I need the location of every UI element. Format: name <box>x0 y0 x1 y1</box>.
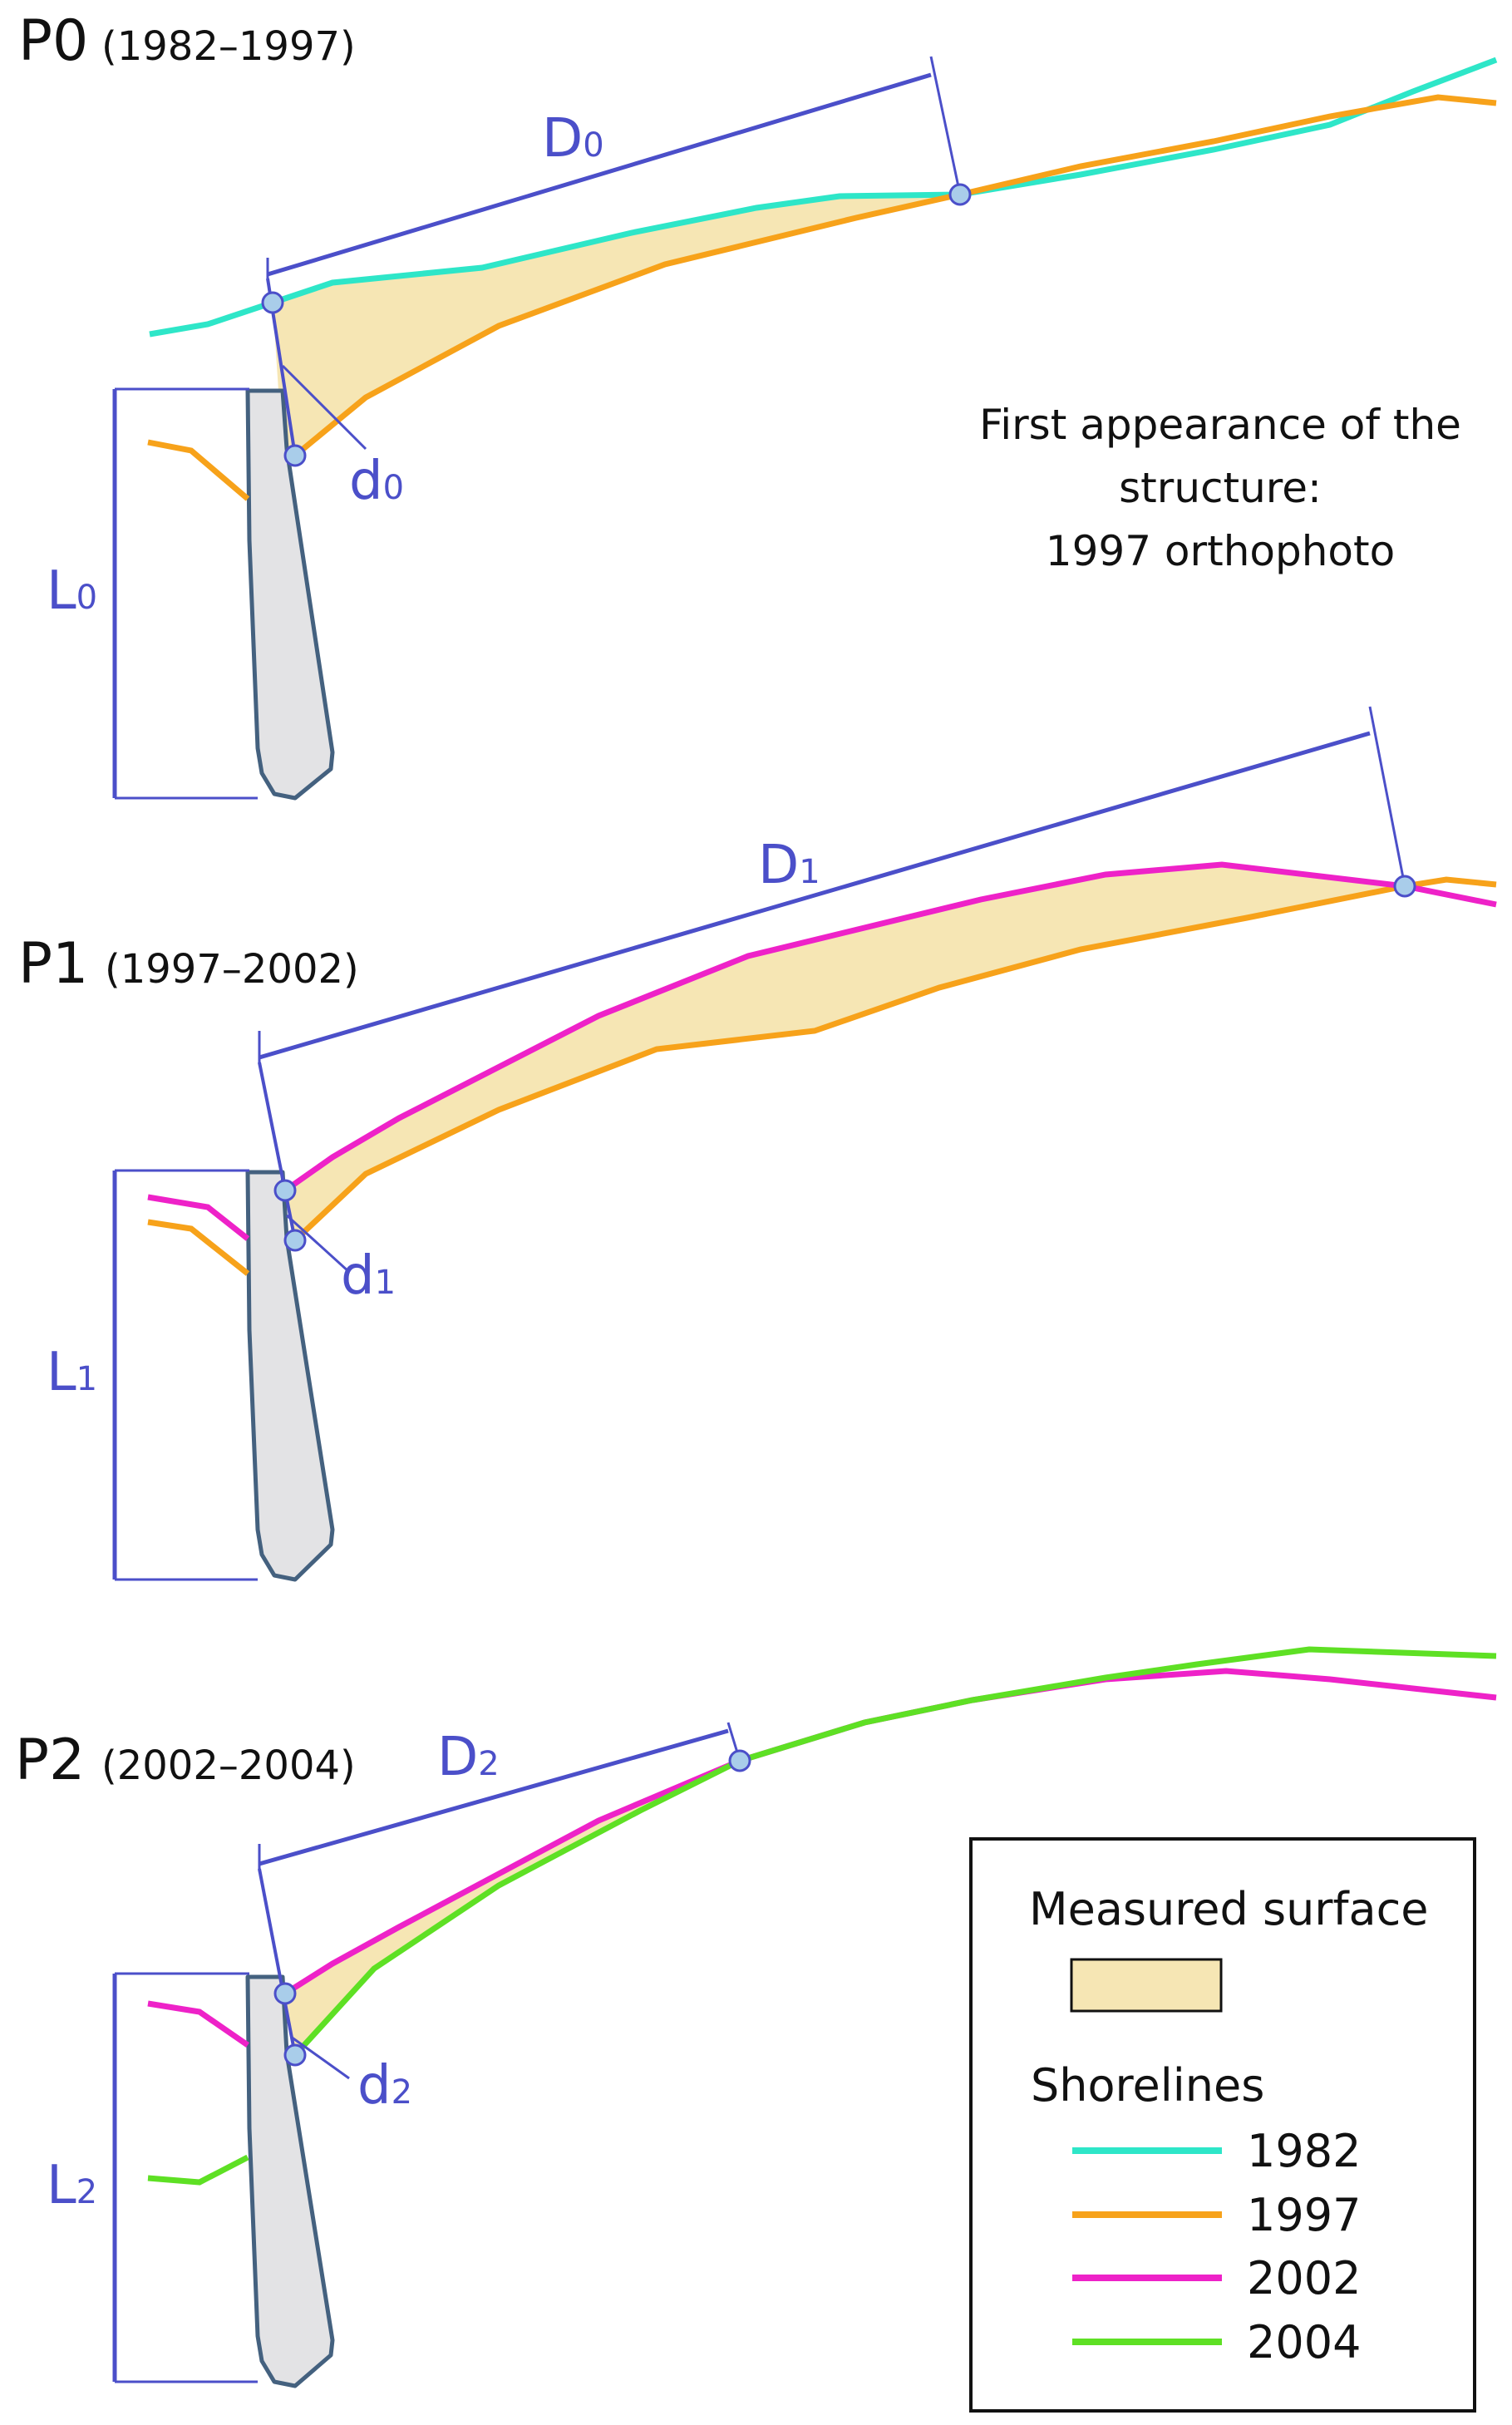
svg-text:d2: d2 <box>357 2055 412 2117</box>
p0-dd-sub: 0 <box>383 469 404 507</box>
svg-text:L2: L2 <box>47 2155 97 2216</box>
legend-frame <box>969 1837 1476 2413</box>
p2-period: (2002–2004) <box>101 1742 356 1789</box>
p2-shoreline-2004 <box>293 1646 1497 2058</box>
svg-text:D0: D0 <box>542 108 604 170</box>
p0-d-main: D <box>542 108 583 170</box>
legend-measured-label: Measured surface <box>1029 1883 1429 1935</box>
p2-measured-surface <box>285 1761 740 2055</box>
p0-measured-surface <box>273 195 960 456</box>
svg-text:First appearance of the: First appearance of the <box>979 401 1461 449</box>
svg-text:(1982–1997): (1982–1997) <box>101 23 356 70</box>
svg-text:L1: L1 <box>47 1342 97 1403</box>
p2-transect <box>258 1868 297 2056</box>
p1-l-sub: 1 <box>76 1360 97 1398</box>
p1-shoreline-2002-updrift <box>147 1194 250 1241</box>
legend-measured-swatch <box>1070 1958 1223 2013</box>
legend: Measured surface Shorelines 1982 1997 20… <box>969 1837 1476 2413</box>
p0-d-sub: 0 <box>583 126 603 165</box>
svg-text:Shorelines: Shorelines <box>1031 2059 1264 2112</box>
note-line-2: structure: <box>1119 464 1322 512</box>
svg-text:d1: d1 <box>341 1245 396 1307</box>
panel-p1: P1 (1997–2002) D1 d1 L1 <box>18 706 1497 1582</box>
svg-text:Measured surface: Measured surface <box>1029 1883 1429 1935</box>
p1-d-dimension-line <box>259 731 1371 1060</box>
p0-title: P0 <box>18 8 88 74</box>
p1-shoreline-1997-updrift <box>147 1219 250 1276</box>
p1-shoreline-1997 <box>293 876 1497 1243</box>
svg-text:P0: P0 <box>18 8 88 74</box>
p2-d-sub: 2 <box>478 1745 499 1783</box>
svg-text:P2: P2 <box>15 1728 85 1793</box>
svg-text:L0: L0 <box>47 560 97 622</box>
note-line-1: First appearance of the <box>979 401 1461 449</box>
p1-period: (1997–2002) <box>105 946 359 993</box>
p1-d-main: D <box>758 835 799 896</box>
p2-shoreline-2002-updrift <box>147 2000 249 2048</box>
p2-dd-sub: 2 <box>392 2073 412 2112</box>
p0-point-root <box>261 291 284 314</box>
svg-text:D2: D2 <box>437 1727 500 1788</box>
p0-d-tick-right <box>929 56 962 195</box>
p0-dd-main: d <box>349 451 383 512</box>
svg-text:2002: 2002 <box>1247 2252 1361 2304</box>
p0-structure <box>245 388 335 801</box>
p2-d-main: D <box>437 1727 478 1788</box>
svg-text:1997 orthophoto: 1997 orthophoto <box>1046 527 1395 575</box>
p2-d-leader <box>290 2035 350 2080</box>
p1-d-tick-right <box>1368 706 1406 887</box>
p0-l-sub: 0 <box>76 579 97 617</box>
svg-text:structure:: structure: <box>1119 464 1322 512</box>
svg-text:2004: 2004 <box>1247 2316 1361 2368</box>
legend-shorelines-label: Shorelines <box>1031 2059 1264 2112</box>
p0-l-main: L <box>47 560 76 622</box>
p0-d-leader <box>281 364 367 451</box>
p1-structure <box>245 1170 335 1582</box>
p0-point-structure <box>283 444 307 467</box>
legend-year-1982: 1982 <box>1247 2125 1361 2177</box>
p0-period: (1982–1997) <box>101 23 356 70</box>
p1-l-main: L <box>47 1342 76 1403</box>
svg-text:1982: 1982 <box>1247 2125 1361 2177</box>
legend-year-2002: 2002 <box>1247 2252 1361 2304</box>
p1-title: P1 <box>18 931 88 997</box>
svg-text:(1997–2002): (1997–2002) <box>105 946 359 993</box>
svg-text:(2002–2004): (2002–2004) <box>101 1742 356 1789</box>
p2-l-main: L <box>47 2155 76 2216</box>
p1-dd-main: d <box>341 1245 375 1307</box>
svg-text:1997: 1997 <box>1247 2189 1361 2241</box>
p1-transect <box>258 1062 297 1241</box>
p2-point-end <box>728 1749 751 1772</box>
svg-text:P1: P1 <box>18 931 88 997</box>
p1-d-leader <box>285 1214 351 1274</box>
panel-p0: P0 (1982–1997) D0 d0 L0 First appearance… <box>18 8 1498 801</box>
p0-d-dimension-line <box>267 72 932 277</box>
p1-point-root <box>273 1179 297 1202</box>
p2-structure <box>245 1974 335 2388</box>
p2-point-structure <box>283 2043 307 2067</box>
p1-shoreline-2002 <box>283 861 1497 1193</box>
p0-shoreline-1997-updrift <box>147 439 250 501</box>
p2-shoreline-2004-updrift <box>147 2154 249 2186</box>
p1-point-end <box>1393 875 1416 898</box>
p1-measured-surface <box>285 865 1405 1240</box>
svg-text:d0: d0 <box>349 451 404 512</box>
note-line-3: 1997 orthophoto <box>1046 527 1395 575</box>
p2-d-dimension-line <box>259 1728 729 1866</box>
panel-p2: P2 (2002–2004) D2 d2 L2 <box>15 1646 1497 2388</box>
p2-dd-main: d <box>357 2055 392 2117</box>
legend-year-2004: 2004 <box>1247 2316 1361 2368</box>
svg-text:D1: D1 <box>758 835 820 896</box>
legend-year-1997: 1997 <box>1247 2189 1361 2241</box>
p2-title: P2 <box>15 1728 85 1793</box>
p1-dd-sub: 1 <box>375 1264 396 1302</box>
p2-point-root <box>273 1982 297 2005</box>
p0-point-end <box>948 183 972 206</box>
p1-point-structure <box>283 1229 307 1252</box>
p1-d-sub: 1 <box>799 853 820 891</box>
p2-l-sub: 2 <box>76 2173 97 2211</box>
